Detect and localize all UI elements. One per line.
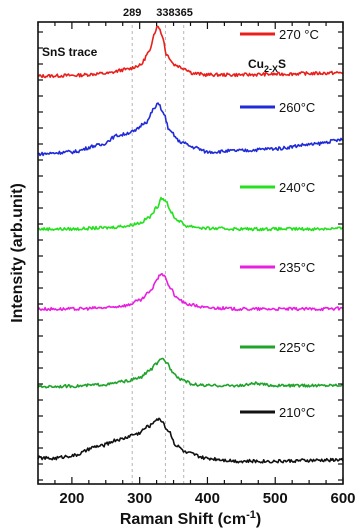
x-tick-label-300: 300 [127, 490, 152, 507]
x-axis-title: Raman Shift (cm-1) [120, 509, 261, 528]
x-tick-label-200: 200 [59, 490, 84, 507]
reference-label-338: 338 [156, 7, 174, 19]
legend-label-0: 270 °C [279, 27, 319, 42]
series-225C-line [37, 357, 344, 389]
legend-label-3: 235°C [279, 260, 315, 275]
series-260C-line [37, 102, 344, 157]
y-axis-title: Intensity (arb.unit) [9, 183, 26, 323]
series-210C-line [37, 417, 344, 464]
annotation-cu2xs: Cu2-XS [248, 57, 286, 74]
x-tick-label-600: 600 [330, 490, 355, 507]
annotation-sns-trace: SnS trace [42, 45, 98, 59]
series-270C-line [37, 25, 344, 79]
x-tick-label-500: 500 [263, 490, 288, 507]
legend-label-1: 260°C [279, 100, 315, 115]
reference-lines: 289 338 365 [123, 7, 193, 484]
legend: 270 °C 260°C 240°C 235°C 225°C 210°C [240, 27, 319, 420]
legend-label-5: 210°C [279, 405, 315, 420]
x-tick-label-400: 400 [195, 490, 220, 507]
legend-label-4: 225°C [279, 340, 315, 355]
legend-label-2: 240°C [279, 180, 315, 195]
series-240C-line [37, 196, 344, 232]
axes: 200 300 400 500 600 [37, 21, 356, 507]
series-235C-line [37, 272, 344, 312]
reference-label-289: 289 [123, 7, 141, 19]
reference-label-365: 365 [175, 7, 193, 19]
series-group [37, 25, 344, 464]
